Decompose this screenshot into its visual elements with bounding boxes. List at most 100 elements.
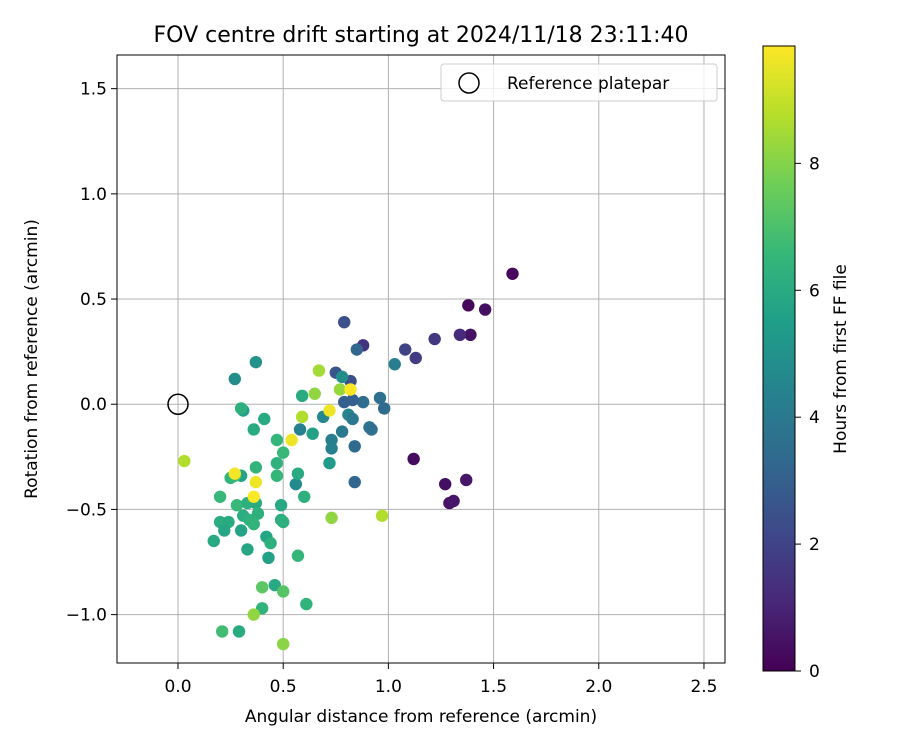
x-axis-label: Angular distance from reference (arcmin) [245,707,597,727]
scatter-point [462,299,475,312]
scatter-point [268,578,281,592]
scatter-point [460,473,473,487]
scatter-point [230,499,244,512]
x-tick-label: 1.5 [480,677,507,697]
scatter-point [228,467,242,480]
scatter-point [234,524,248,537]
scatter-point [298,490,311,503]
scatter-point [428,332,441,346]
scatter-point [277,515,290,529]
scatter-point [264,536,277,550]
scatter-point [506,267,519,280]
colorbar-tick-label: 8 [809,154,820,174]
scatter-points [178,267,519,651]
scatter-point [249,475,263,489]
colorbar-tick-label: 0 [809,662,820,682]
scatter-point [325,511,338,525]
scatter-point [277,446,290,459]
scatter-point [178,454,191,468]
x-tick-label: 1.0 [375,677,402,697]
scatter-point [346,412,359,426]
colorbar-ticks: 0 2 4 6 8 [795,154,820,682]
scatter-point [215,625,229,638]
scatter-point [277,585,290,598]
scatter-point [291,549,305,562]
x-tick-label: 2.5 [690,677,717,697]
chart-title: FOV centre drift starting at 2024/11/18 … [154,23,689,48]
scatter-point [247,517,260,531]
scatter-point [293,423,307,436]
scatter-point [234,402,248,415]
scatter-point [348,440,361,453]
scatter-point [285,433,298,447]
scatter-point [295,410,309,424]
scatter-point [356,395,370,409]
scatter-point [247,490,260,503]
y-tick-label: 1.0 [80,185,107,205]
scatter-point [338,395,351,409]
y-tick-label: 1.5 [80,80,107,100]
scatter-point [464,328,477,342]
scatter-point [270,456,284,470]
scatter-point [270,433,284,447]
grid-lines [117,55,725,663]
legend-marker [458,72,480,94]
scatter-point [262,551,275,565]
scatter-point [258,412,271,426]
scatter-point [291,467,305,480]
scatter-point [249,461,263,474]
colorbar-tick-label: 4 [809,408,820,428]
x-tick-label: 0.0 [164,677,191,697]
scatter-point [323,456,336,470]
scatter-point [338,315,351,329]
scatter-point [350,343,364,356]
scatter-point [323,404,336,417]
scatter-point [274,499,288,512]
scatter-point [375,509,389,522]
legend: Reference platepar [440,63,718,102]
scatter-point [348,475,361,489]
scatter-point [365,423,378,436]
scatter-point [247,423,260,436]
scatter-point [228,372,242,386]
scatter-point [270,469,284,482]
scatter-point [300,597,313,611]
x-tick-label: 0.5 [270,677,297,697]
scatter-point [295,389,309,403]
scatter-point [312,364,326,377]
scatter-point [241,543,254,556]
scatter-point [344,383,357,396]
y-tick-label: −0.5 [66,500,107,520]
scatter-point [289,477,303,491]
scatter-point [213,490,227,503]
scatter-point [333,383,347,396]
scatter-point [377,402,391,415]
scatter-point [388,358,401,371]
scatter-point [325,442,338,455]
scatter-point [335,425,349,438]
scatter-point [447,494,460,508]
scatter-point [218,524,231,537]
y-tick-label: 0.0 [80,395,107,415]
scatter-point [249,355,263,369]
scatter-point [409,351,422,365]
scatter-point [308,387,321,400]
y-axis-label: Rotation from reference (arcmin) [22,219,42,499]
scatter-point [251,507,265,520]
scatter-point [407,452,420,466]
colorbar [762,45,796,672]
scatter-point [399,343,412,356]
scatter-point [247,608,260,621]
scatter-point [207,534,220,548]
scatter-point [277,637,290,651]
y-tick-label: 0.5 [80,290,107,310]
reference-platepar-marker [167,393,189,415]
colorbar-tick-label: 2 [809,535,820,555]
scatter-point [335,370,349,384]
plot-frame [116,54,726,664]
x-axis-ticks: 0.0 0.5 1.0 1.5 2.0 2.5 [164,663,717,697]
y-axis-ticks: −1.0 −0.5 0.0 0.5 1.0 1.5 [66,80,117,626]
legend-box [440,63,718,102]
scatter-point [255,581,269,594]
scatter-point [438,477,452,491]
